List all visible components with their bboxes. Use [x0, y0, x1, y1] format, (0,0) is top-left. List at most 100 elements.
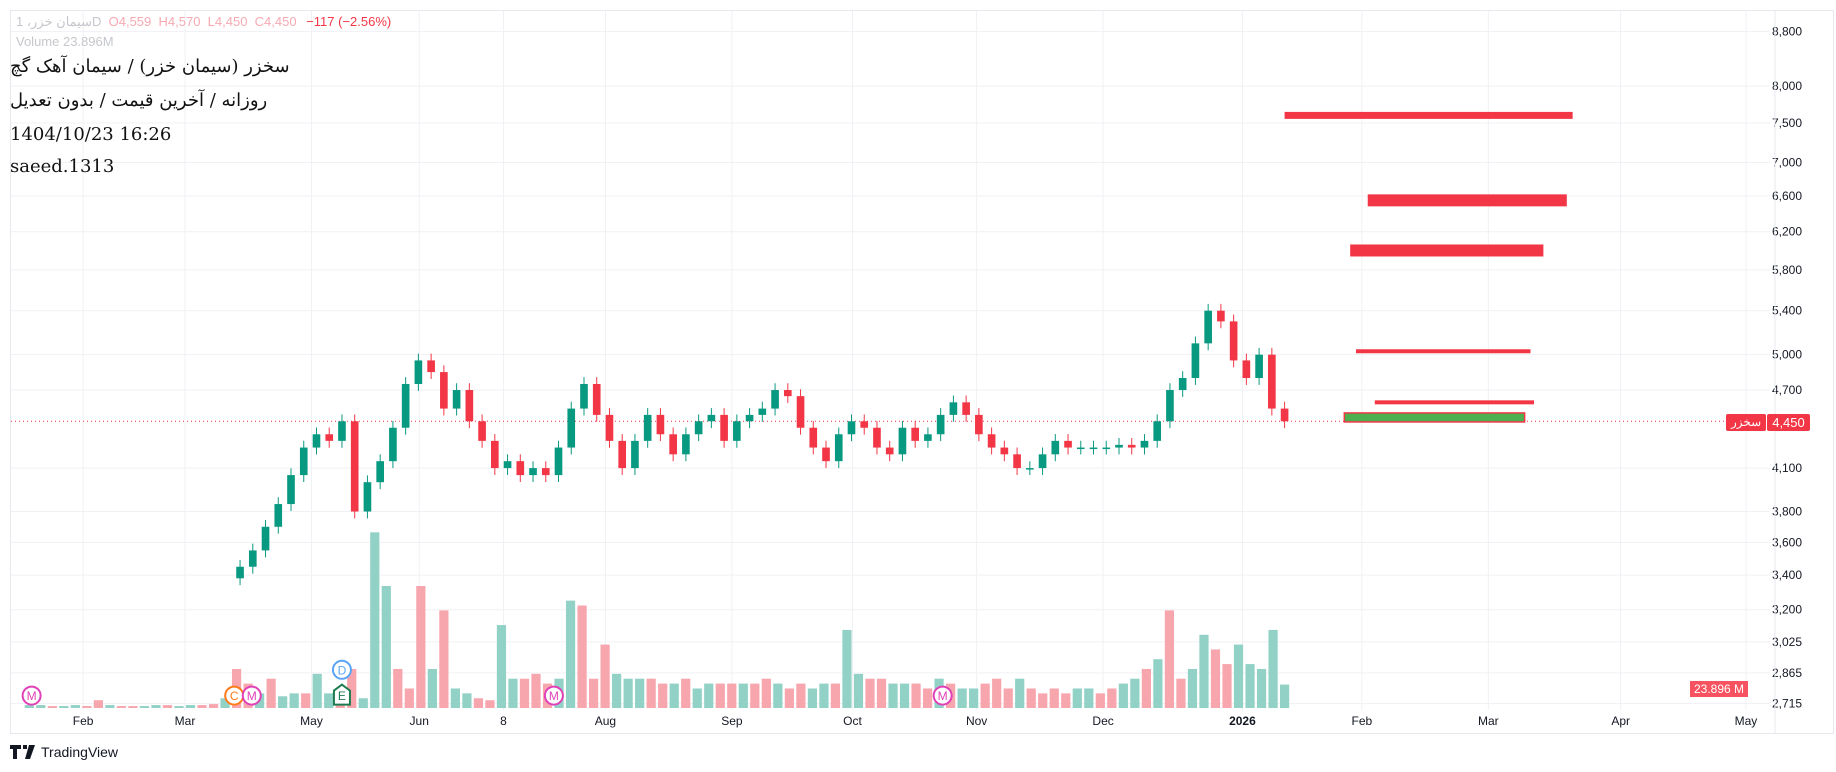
candle-body: [1102, 447, 1111, 450]
candle-body: [694, 421, 703, 435]
candle-body: [478, 421, 486, 441]
volume-bar: [888, 683, 898, 708]
legend-volume: Volume 23.896M: [16, 34, 114, 49]
volume-bar: [658, 683, 668, 708]
volume-bar: [301, 693, 311, 708]
event-marker-m-icon: [21, 685, 42, 706]
candle-body: [1166, 390, 1174, 422]
candle-body: [1204, 310, 1212, 344]
symbol-title: سخزر (سیمان خزر) / سیمان آهک گچ: [10, 56, 290, 77]
candle-body: [949, 402, 958, 415]
volume-bar: [347, 668, 357, 708]
candle-body: [490, 440, 499, 469]
candle-body: [783, 390, 792, 397]
candle-body: [1178, 378, 1187, 391]
event-marker-label: M: [27, 689, 37, 703]
candle-body: [605, 414, 614, 441]
volume-bar: [208, 704, 219, 708]
time-tick-label: Oct: [843, 714, 862, 728]
volume-bar: [623, 678, 633, 708]
candle-body: [312, 434, 321, 448]
candle-body: [987, 434, 996, 448]
volume-bar: [24, 705, 34, 708]
candle-body: [592, 383, 601, 415]
price-tick-label: 2,865: [1772, 666, 1802, 680]
candle-body: [733, 421, 741, 441]
candle-body: [924, 434, 932, 441]
volume-bar: [358, 698, 368, 708]
candle-body: [885, 447, 894, 455]
legend-open: O4,559: [108, 14, 152, 29]
volume-bar: [980, 683, 990, 708]
volume-bar: [93, 700, 103, 708]
volume-bar: [565, 600, 576, 708]
time-tick-label: Dec: [1092, 714, 1114, 728]
volume-bar: [1061, 693, 1071, 708]
candle-body: [1038, 454, 1047, 469]
tradingview-logo[interactable]: TradingView: [10, 744, 118, 760]
candle-body: [898, 427, 907, 455]
candle-body: [1013, 454, 1021, 469]
candle-body: [567, 408, 576, 448]
candle-body: [656, 414, 665, 435]
candle-body: [1026, 468, 1034, 470]
volume-bar: [681, 678, 691, 708]
volume-bar: [82, 706, 92, 708]
volume-bar: [185, 705, 196, 708]
volume-bar: [1233, 644, 1244, 708]
volume-bar: [266, 678, 276, 708]
candle-body: [834, 434, 843, 462]
candle-body: [503, 461, 512, 469]
price-tick-label: 5,000: [1772, 348, 1802, 362]
event-marker-label: M: [549, 689, 559, 703]
volume-bar: [496, 625, 507, 708]
volume-bar: [600, 644, 610, 708]
candle-body: [822, 447, 830, 462]
legend-high: H4,570: [158, 14, 201, 29]
volume-bar: [485, 700, 495, 708]
candle-body: [1076, 447, 1085, 450]
candle-body: [427, 360, 435, 373]
volume-bar: [957, 688, 967, 708]
candle-body: [669, 434, 677, 455]
event-marker-label: D: [338, 663, 347, 677]
volume-bar: [427, 668, 437, 708]
volume-tag: 23.896 M: [1690, 681, 1749, 697]
time-tick-label: 2026: [1229, 714, 1256, 728]
volume-bar: [819, 683, 829, 708]
candle-body: [1191, 343, 1200, 379]
price-tick-label: 3,025: [1772, 635, 1802, 649]
volume-bar: [807, 688, 818, 708]
candle-body: [962, 402, 970, 415]
volume-bar: [612, 673, 622, 708]
candle-body: [1089, 447, 1098, 450]
volume-bar: [1164, 610, 1175, 708]
volume-bar: [738, 683, 748, 708]
ohlc-legend: سیمان خزر، 1D O4,559 H4,570 L4,450 C4,45…: [16, 14, 391, 49]
volume-bar: [1072, 688, 1082, 708]
candle-body: [465, 390, 474, 422]
price-tick-label: 4,100: [1772, 461, 1802, 475]
candle-body: [248, 550, 257, 567]
time-tick-label: Aug: [594, 714, 617, 728]
candle-body: [847, 421, 856, 435]
candle-body: [758, 408, 767, 415]
price-tick-label: 6,600: [1772, 189, 1802, 203]
volume-bar: [1222, 664, 1232, 708]
price-tick-label: 5,800: [1772, 263, 1802, 277]
volume-bar: [669, 683, 679, 708]
candle-body: [796, 396, 805, 428]
time-tick-label: May: [300, 714, 323, 728]
volume-bar: [1107, 688, 1117, 708]
volume-bar: [773, 683, 783, 708]
price-tick-label: 4,700: [1772, 383, 1802, 397]
candle-body: [1217, 310, 1225, 322]
volume-bar: [139, 706, 150, 708]
volume-bar: [588, 678, 599, 708]
candle-body: [771, 390, 779, 409]
volume-bar: [911, 683, 921, 708]
volume-bar: [992, 678, 1002, 708]
volume-bar: [278, 696, 288, 708]
volume-bar: [508, 678, 518, 708]
